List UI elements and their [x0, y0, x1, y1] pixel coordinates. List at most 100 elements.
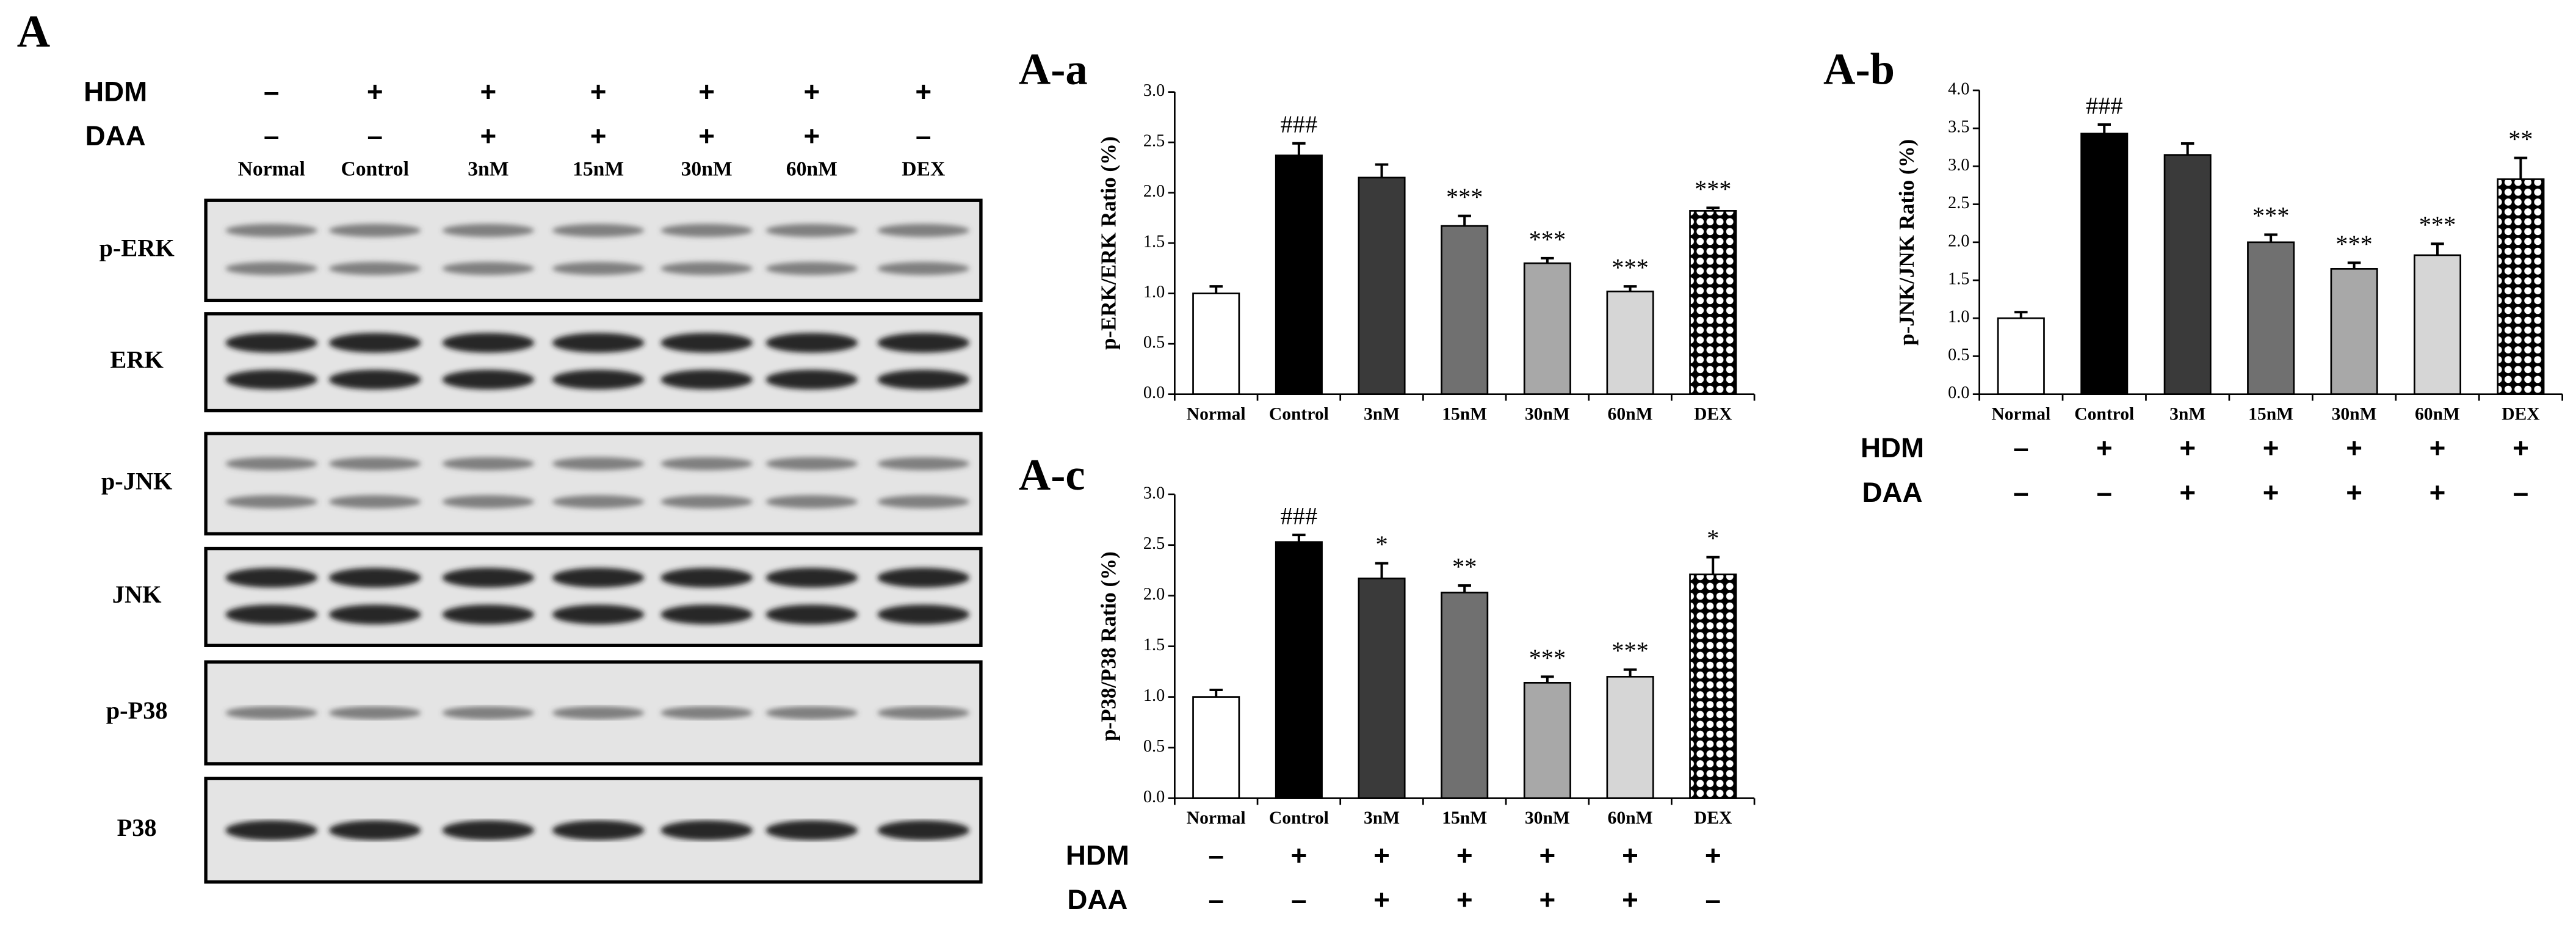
condition-sign: +: [2513, 432, 2529, 463]
x-tick-label: Normal: [1187, 808, 1246, 828]
band: [765, 223, 858, 237]
band: [660, 457, 753, 471]
band: [660, 706, 753, 720]
bar: [1689, 573, 1737, 799]
band: [225, 369, 318, 390]
band: [660, 820, 753, 841]
protein-label: p-ERK: [99, 234, 175, 262]
condition-sign: +: [2179, 432, 2196, 463]
band: [877, 369, 970, 390]
annotation: ###: [1281, 111, 1318, 138]
protein-label: p-P38: [106, 697, 168, 724]
band: [442, 820, 535, 841]
condition-label: DAA: [1862, 477, 1922, 508]
band: [877, 604, 970, 625]
y-tick-label: 2.0: [1143, 585, 1165, 604]
band: [442, 262, 535, 275]
condition-sign: +: [590, 76, 607, 107]
annotation: ***: [2419, 211, 2456, 239]
condition-sign: +: [2263, 432, 2279, 463]
y-tick-label: 3.0: [1143, 484, 1165, 502]
condition-sign: +: [803, 76, 820, 107]
band: [225, 495, 318, 509]
bar: [1441, 225, 1489, 396]
condition-sign: +: [1622, 884, 1638, 915]
annotation: ***: [1612, 253, 1649, 281]
band: [442, 568, 535, 588]
condition-sign: +: [480, 76, 496, 107]
condition-sign: –: [264, 76, 279, 107]
band: [660, 568, 753, 588]
panel-label: A: [17, 6, 50, 57]
y-tick-label: 1.0: [1143, 283, 1165, 302]
condition-sign: +: [1291, 839, 1308, 871]
condition-sign: +: [1373, 839, 1390, 871]
lane-label: Control: [341, 158, 409, 181]
band: [660, 369, 753, 390]
condition-sign: +: [1456, 839, 1473, 871]
y-tick-label: 0.0: [1143, 788, 1165, 807]
condition-sign: +: [2429, 432, 2446, 463]
bar: [1275, 154, 1323, 396]
band: [328, 369, 421, 390]
band: [552, 223, 645, 237]
band: [765, 568, 858, 588]
condition-sign: –: [2097, 477, 2112, 508]
y-tick-label: 3.0: [1948, 156, 1969, 175]
band: [552, 568, 645, 588]
band: [328, 262, 421, 275]
condition-sign: –: [1208, 884, 1223, 915]
band: [552, 495, 645, 509]
band: [552, 820, 645, 841]
x-tick-label: DEX: [1694, 808, 1732, 828]
bar: [1997, 317, 2045, 396]
condition-sign: –: [2013, 432, 2028, 463]
condition-sign: –: [1208, 839, 1223, 871]
x-tick-label: Control: [1269, 808, 1329, 828]
band: [328, 820, 421, 841]
band: [552, 457, 645, 471]
y-tick-label: 2.5: [1143, 132, 1165, 151]
x-tick-label: 60nM: [2415, 404, 2460, 424]
blot-box: [204, 546, 983, 647]
condition-sign: +: [2263, 477, 2279, 508]
annotation: ***: [2335, 230, 2373, 258]
bar: [1275, 541, 1323, 799]
chart-title: A-c: [1019, 450, 1085, 499]
band: [660, 495, 753, 509]
band: [660, 223, 753, 237]
condition-sign: –: [1705, 884, 1720, 915]
band: [765, 706, 858, 720]
protein-label: p-JNK: [101, 468, 173, 495]
condition-sign: –: [2013, 477, 2028, 508]
band: [442, 495, 535, 509]
band: [765, 262, 858, 275]
blot-bands: [225, 568, 970, 625]
y-axis-label: p-JNK/JNK Ratio (%): [1895, 139, 1919, 346]
blot-box: [204, 432, 983, 536]
blot-bands: [225, 820, 970, 841]
x-tick-label: 15nM: [1442, 808, 1487, 828]
band: [877, 820, 970, 841]
annotation: **: [1452, 553, 1477, 580]
band: [328, 604, 421, 625]
band: [765, 457, 858, 471]
condition-label: DAA: [1067, 884, 1127, 915]
band: [328, 568, 421, 588]
blot-bands: [225, 333, 970, 390]
band: [328, 706, 421, 720]
band: [552, 262, 645, 275]
bar: [1358, 578, 1406, 799]
annotation: **: [2508, 125, 2533, 153]
bar: [1441, 592, 1489, 799]
y-tick-label: 0.5: [1143, 737, 1165, 756]
band: [225, 820, 318, 841]
band: [877, 457, 970, 471]
band: [552, 333, 645, 353]
band: [660, 262, 753, 275]
band: [442, 604, 535, 625]
lane-label: 30nM: [681, 158, 733, 181]
y-tick-label: 2.5: [1143, 534, 1165, 553]
annotation: *: [1707, 524, 1719, 552]
x-tick-label: Normal: [1187, 404, 1246, 424]
